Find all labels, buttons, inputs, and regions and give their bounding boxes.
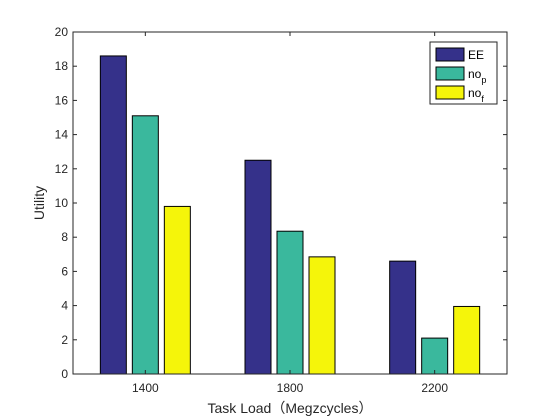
legend-swatch-EE <box>436 48 464 61</box>
legend-swatch-no_f <box>436 86 464 99</box>
legend-label-EE: EE <box>468 48 484 62</box>
bar-no_f-2200 <box>454 306 480 374</box>
y-tick-label-2: 2 <box>61 333 68 347</box>
bar-no_f-1800 <box>309 257 335 374</box>
x-axis-title: Task Load（Megzcycles） <box>208 400 373 416</box>
bar-EE-2200 <box>390 261 416 374</box>
x-tick-label-1400: 1400 <box>132 381 159 395</box>
y-tick-label-8: 8 <box>61 230 68 244</box>
x-tick-label-1800: 1800 <box>277 381 304 395</box>
bar-no_p-2200 <box>422 338 448 374</box>
x-tick-label-2200: 2200 <box>421 381 448 395</box>
bar-no_p-1400 <box>132 116 158 374</box>
y-tick-label-0: 0 <box>61 367 68 381</box>
bar-no_f-1400 <box>164 206 190 374</box>
y-tick-label-14: 14 <box>55 128 69 142</box>
y-tick-label-10: 10 <box>55 196 69 210</box>
y-tick-label-6: 6 <box>61 264 68 278</box>
y-tick-label-4: 4 <box>61 299 68 313</box>
bar-EE-1400 <box>100 56 126 374</box>
y-axis-title: Utility <box>31 186 47 220</box>
bar-no_p-1800 <box>277 231 303 374</box>
bar-EE-1800 <box>245 160 271 374</box>
y-tick-label-20: 20 <box>55 25 69 39</box>
y-tick-label-18: 18 <box>55 59 69 73</box>
y-tick-label-16: 16 <box>55 93 69 107</box>
y-tick-label-12: 12 <box>55 162 69 176</box>
legend-swatch-no_p <box>436 67 464 80</box>
